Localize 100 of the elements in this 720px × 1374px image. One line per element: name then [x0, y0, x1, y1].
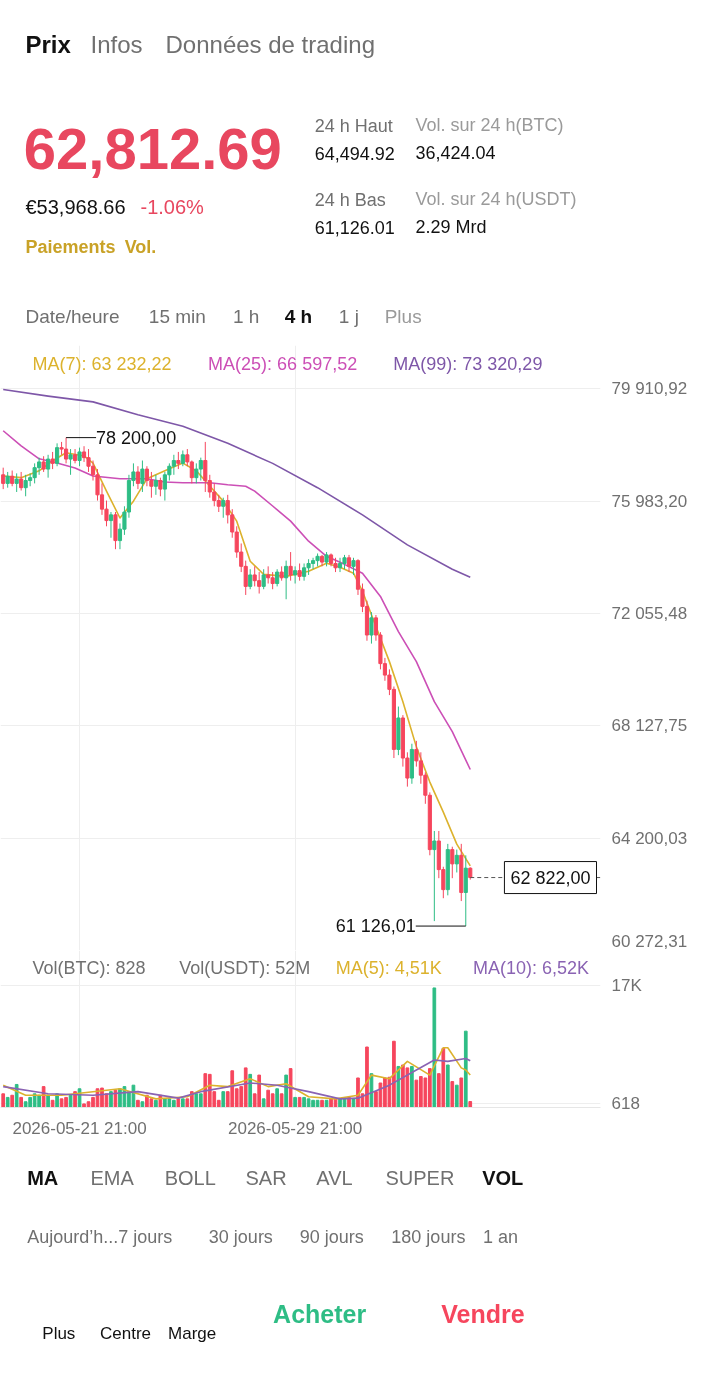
- bar: [459, 1077, 464, 1108]
- text: MA(25): 66 597,52: [208, 353, 358, 374]
- text: -1.06%: [140, 195, 205, 218]
- candlestick: [72, 448, 78, 464]
- bar: [86, 1101, 91, 1108]
- candlestick: [1, 467, 6, 490]
- bar: [454, 1084, 459, 1108]
- candlestick: [32, 462, 37, 484]
- bar: [163, 1098, 167, 1108]
- bar: [414, 1079, 419, 1108]
- bar: [154, 1099, 158, 1108]
- bar: [221, 1091, 226, 1108]
- text: Paiements: [25, 236, 116, 257]
- bar: [243, 1067, 248, 1108]
- candlestick: [198, 457, 203, 482]
- candlestick: [284, 560, 289, 600]
- candlestick: [293, 565, 298, 585]
- bar: [68, 1094, 73, 1108]
- text: Centre: [99, 1324, 152, 1343]
- candlestick: [432, 830, 437, 922]
- bar: [306, 1098, 311, 1108]
- y-tick-label: 17K: [611, 975, 643, 995]
- candlestick: [108, 511, 114, 539]
- y-tick-label: 60 272,31: [611, 931, 688, 951]
- candlestick: [68, 448, 73, 476]
- text: 64,494.92: [314, 144, 395, 164]
- candlestick: [23, 474, 28, 497]
- text: MA(7): 63 232,22: [32, 353, 172, 374]
- bar: [46, 1094, 50, 1108]
- y-tick-label: 64 200,03: [611, 828, 688, 848]
- text: Aujourd’h...7 jours: [27, 1226, 173, 1247]
- text: SAR: [245, 1166, 287, 1189]
- bar: [19, 1096, 24, 1108]
- text: Infos: [90, 31, 143, 58]
- bar: [37, 1094, 41, 1108]
- candlestick: [19, 471, 24, 492]
- text: Acheter: [273, 1299, 367, 1328]
- text: €53,968.66: [25, 195, 126, 218]
- bar: [275, 1088, 279, 1108]
- x-tick-label: 2026-05-29 21:00: [228, 1118, 363, 1138]
- text: 2.29 Mrd: [415, 216, 487, 237]
- text: 180 jours: [391, 1226, 466, 1247]
- bar: [194, 1093, 199, 1108]
- bar: [441, 1047, 446, 1108]
- bar: [261, 1098, 266, 1108]
- line-series: [2, 388, 472, 579]
- text: 15 min: [148, 306, 206, 327]
- candlestick: [55, 442, 60, 467]
- text: 1 j: [338, 306, 359, 327]
- text: Plus: [42, 1324, 76, 1343]
- candlestick: [77, 447, 82, 467]
- bar: [149, 1098, 154, 1108]
- candlestick: [369, 611, 374, 645]
- bar: [64, 1096, 68, 1108]
- text: MA(10): 6,52K: [472, 958, 589, 979]
- text: 36,424.04: [415, 143, 496, 163]
- bar: [23, 1101, 28, 1108]
- y-tick-label: 72 055,48: [611, 603, 688, 623]
- bar: [136, 1099, 140, 1108]
- text: SUPER: [385, 1166, 455, 1189]
- annotation: Vol(BTC): 828: [32, 958, 146, 979]
- line-series: [2, 1057, 472, 1100]
- bar: [342, 1098, 347, 1108]
- bar: [450, 1081, 455, 1108]
- text: VOL: [482, 1166, 524, 1189]
- text: MA(99): 73 320,29: [393, 353, 543, 374]
- text: MA(5): 4,51K: [335, 958, 442, 979]
- bar: [427, 1068, 432, 1108]
- candlestick: [248, 568, 253, 590]
- text: 4 h: [284, 306, 313, 327]
- bar: [320, 1099, 324, 1108]
- x-tick-label: 2026-05-21 21:00: [12, 1118, 147, 1138]
- y-tick-label: 79 910,92: [611, 379, 688, 399]
- text: 90 jours: [299, 1226, 364, 1247]
- annotation: Vol(USDT): 52M: [179, 958, 311, 979]
- text: Marge: [168, 1324, 217, 1343]
- bar: [468, 1101, 473, 1108]
- text: 61,126.01: [314, 218, 395, 238]
- bar: [167, 1098, 172, 1108]
- text: 24 h Bas: [314, 189, 386, 210]
- candlestick: [81, 445, 87, 463]
- text: 30 jours: [208, 1226, 273, 1247]
- bar: [198, 1093, 203, 1108]
- bar: [401, 1064, 405, 1108]
- candlestick: [194, 462, 199, 484]
- candlestick: [288, 551, 293, 582]
- y-tick-label: 68 127,75: [611, 716, 688, 736]
- bar: [266, 1089, 271, 1108]
- y-tick-label: 618: [611, 1093, 640, 1113]
- candlestick: [153, 474, 158, 496]
- text: 1 an: [483, 1226, 519, 1247]
- bar: [351, 1098, 356, 1108]
- candlestick: [302, 563, 307, 582]
- text: EMA: [90, 1166, 135, 1189]
- y-tick-label: 75 983,20: [611, 491, 688, 511]
- text: Vendre: [441, 1299, 525, 1328]
- text: Date/heure: [25, 306, 120, 327]
- text: Vol. sur 24 h(BTC): [415, 114, 564, 135]
- candlestick: [212, 482, 217, 507]
- text: Plus: [384, 306, 422, 327]
